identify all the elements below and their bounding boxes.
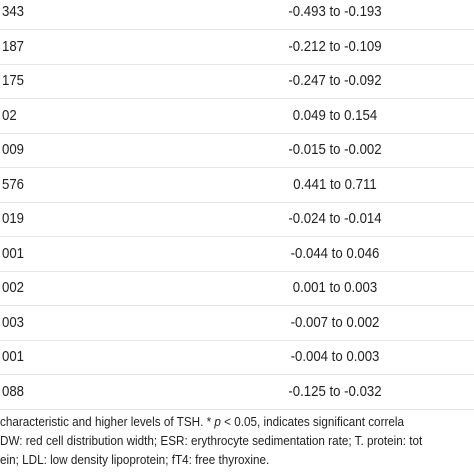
cell-ci: 0.049 to 0.154 (292, 106, 378, 124)
table-row: 02 0.049 to 0.154 (0, 99, 474, 134)
cell-coefficient: 019 (2, 210, 25, 227)
table-row: 187 -0.212 to -0.109 (0, 30, 474, 65)
cell-coefficient: 343 (2, 3, 25, 20)
cell-coefficient: 02 (2, 106, 17, 124)
footnote-text: p (214, 414, 221, 429)
table-row: 088 -0.125 to -0.032 (0, 375, 474, 410)
cell-ci: -0.247 to -0.092 (288, 72, 382, 89)
cell-ci: 0.441 to 0.711 (293, 175, 377, 193)
table-row: 001 -0.004 to 0.003 (0, 340, 474, 375)
cell-ci: -0.004 to 0.003 (290, 348, 380, 365)
table-row: 001 -0.044 to 0.046 (0, 237, 474, 272)
table-row: 175 -0.247 to -0.092 (0, 64, 474, 99)
table-row: 009 -0.015 to -0.002 (0, 133, 474, 168)
footnote: characteristic and higher levels of TSH.… (0, 412, 474, 469)
footnote-line: characteristic and higher levels of TSH.… (0, 412, 427, 431)
footnote-text: characteristic and higher levels of TSH.… (0, 414, 215, 429)
cell-coefficient: 187 (2, 37, 25, 55)
footnote-text: DW: red cell distribution width; ESR: er… (0, 433, 423, 448)
cell-coefficient: 088 (2, 382, 25, 400)
cell-ci: 0.001 to 0.003 (292, 279, 378, 296)
table-row: 576 0.441 to 0.711 (0, 168, 474, 203)
cell-coefficient: 576 (2, 175, 25, 193)
table-row: 019 -0.024 to -0.014 (0, 202, 474, 237)
footnote-line: ein; LDL: low density lipoprotein; fT4: … (0, 450, 427, 469)
cell-ci: -0.212 to -0.109 (288, 37, 382, 55)
cell-ci: -0.493 to -0.193 (288, 3, 382, 20)
cell-coefficient: 001 (2, 348, 25, 365)
cell-coefficient: 001 (2, 244, 25, 262)
footnote-text: ein; LDL: low density lipoprotein; fT4: … (0, 452, 270, 467)
cell-coefficient: 009 (2, 141, 25, 158)
cell-ci: -0.024 to -0.014 (288, 210, 382, 227)
cell-coefficient: 175 (2, 72, 25, 89)
footnote-text: < 0.05, indicates significant correla (220, 414, 404, 429)
cell-coefficient: 003 (2, 313, 25, 331)
table-row: 002 0.001 to 0.003 (0, 271, 474, 306)
table-row: 003 -0.007 to 0.002 (0, 306, 474, 341)
cell-ci: -0.007 to 0.002 (290, 313, 380, 331)
cell-ci: -0.044 to 0.046 (290, 244, 380, 262)
cell-coefficient: 002 (2, 279, 25, 296)
cell-ci: -0.125 to -0.032 (288, 382, 382, 400)
cell-ci: -0.015 to -0.002 (288, 141, 382, 158)
table-row: 343 -0.493 to -0.193 (0, 0, 474, 30)
footnote-line: DW: red cell distribution width; ESR: er… (0, 431, 427, 450)
